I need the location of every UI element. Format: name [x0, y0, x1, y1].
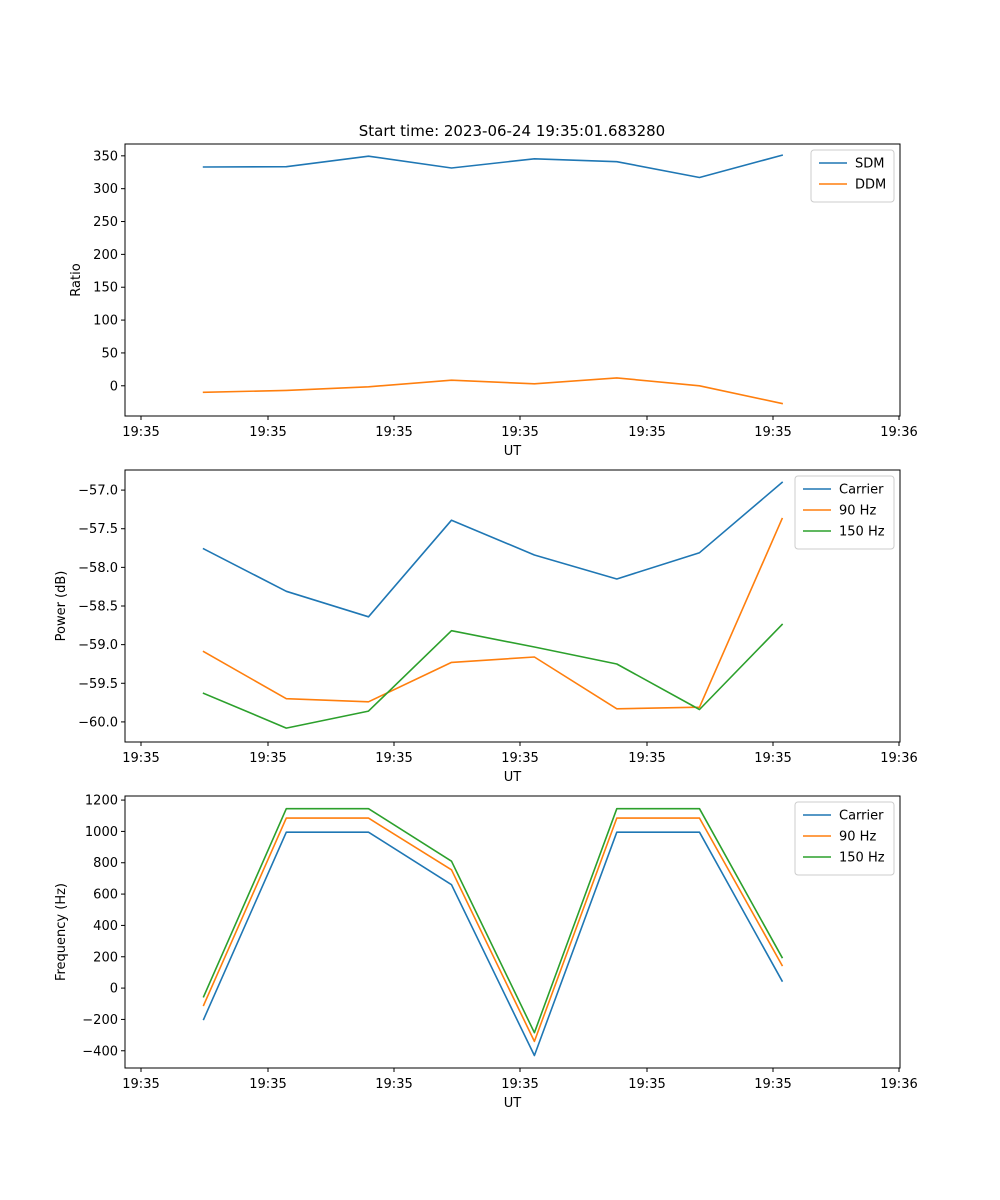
legend-label: SDM [855, 157, 884, 172]
y-tick-label: 600 [93, 888, 118, 903]
chart-panel-3: 19:35 19:35 19:35 19:35 19:35 19:35 19:36 −400 −… [54, 794, 918, 1111]
x-tick-label: 19:35 [501, 425, 538, 440]
x-tick-label: 19:36 [880, 1077, 917, 1092]
series-line-ddm [202, 377, 784, 405]
x-axis-label: UT [504, 1096, 522, 1111]
y-tick-label: 100 [93, 314, 118, 329]
y-tick-label: 0 [110, 379, 118, 394]
y-tick-label: 50 [101, 346, 118, 361]
series-line-150-hz [202, 623, 784, 729]
y-tick-label: −59.0 [78, 638, 118, 653]
figure-title: Start time: 2023-06-24 19:35:01.683280 [359, 122, 665, 140]
x-tick-label: 19:35 [628, 1077, 665, 1092]
x-tick-label: 19:35 [375, 1077, 412, 1092]
legend-label: Carrier [839, 809, 884, 824]
legend-label: 150 Hz [839, 851, 885, 866]
y-tick-label: 350 [93, 149, 118, 164]
y-tick-label: −400 [82, 1044, 118, 1059]
x-tick-label: 19:35 [628, 751, 665, 766]
series-line-90-hz [202, 817, 784, 1043]
y-axis-label: Power (dB) [54, 571, 69, 642]
y-axis-label: Frequency (Hz) [54, 883, 69, 981]
chart-panel-1: 19:35 19:35 19:35 19:35 19:35 19:35 19:36 0 50 10… [69, 143, 918, 459]
x-tick-label: 19:35 [249, 1077, 286, 1092]
x-tick-label: 19:35 [249, 425, 286, 440]
y-tick-label: −57.0 [78, 484, 118, 499]
x-tick-label: 19:35 [375, 425, 412, 440]
x-tick-label: 19:35 [754, 751, 791, 766]
y-tick-label: 400 [93, 919, 118, 934]
legend: SDM DDM [810, 149, 895, 203]
legend: Carrier 90 Hz 150 Hz [794, 801, 895, 876]
x-tick-label: 19:35 [754, 425, 791, 440]
y-tick-label: −57.5 [78, 522, 118, 537]
x-tick-label: 19:35 [375, 751, 412, 766]
x-tick-label: 19:36 [880, 751, 917, 766]
series-line-sdm [202, 154, 784, 179]
y-tick-label: 1000 [85, 825, 118, 840]
y-tick-label: 200 [93, 950, 118, 965]
x-axis-label: UT [504, 770, 522, 785]
y-tick-label: −58.5 [78, 600, 118, 615]
legend: Carrier 90 Hz 150 Hz [794, 475, 895, 550]
legend-label: Carrier [839, 483, 884, 498]
x-tick-label: 19:35 [754, 1077, 791, 1092]
y-axis-label: Ratio [69, 263, 84, 296]
y-tick-label: −200 [82, 1013, 118, 1028]
y-tick-label: 250 [93, 215, 118, 230]
x-tick-label: 19:35 [501, 1077, 538, 1092]
y-tick-label: 800 [93, 856, 118, 871]
x-tick-label: 19:35 [628, 425, 665, 440]
legend-label: 90 Hz [839, 830, 876, 845]
y-tick-label: 300 [93, 182, 118, 197]
legend-label: 90 Hz [839, 504, 876, 519]
x-axis-label: UT [504, 444, 522, 459]
chart-panel-2: 19:35 19:35 19:35 19:35 19:35 19:35 19:36 −60.0… [54, 469, 918, 785]
x-tick-label: 19:35 [501, 751, 538, 766]
y-tick-label: −60.0 [78, 715, 118, 730]
series-line-90-hz [202, 517, 784, 710]
x-tick-label: 19:35 [122, 425, 159, 440]
legend-label: DDM [855, 178, 886, 193]
y-tick-label: 1200 [85, 794, 118, 809]
x-tick-label: 19:35 [122, 1077, 159, 1092]
series-line-carrier [202, 481, 784, 618]
legend-label: 150 Hz [839, 525, 885, 540]
panels: 19:35 19:35 19:35 19:35 19:35 19:35 19:36 0 50 10… [54, 143, 918, 1111]
x-tick-label: 19:36 [880, 425, 917, 440]
y-tick-label: 0 [110, 982, 118, 997]
x-tick-label: 19:35 [122, 751, 159, 766]
y-tick-label: 200 [93, 248, 118, 263]
axes-frame [124, 143, 901, 417]
y-tick-label: −58.0 [78, 561, 118, 576]
y-tick-label: 150 [93, 281, 118, 296]
axes-frame [124, 795, 901, 1069]
series-line-carrier [202, 831, 784, 1057]
x-tick-label: 19:35 [249, 751, 286, 766]
series-line-150-hz [202, 807, 784, 1034]
y-tick-label: −59.5 [78, 677, 118, 692]
